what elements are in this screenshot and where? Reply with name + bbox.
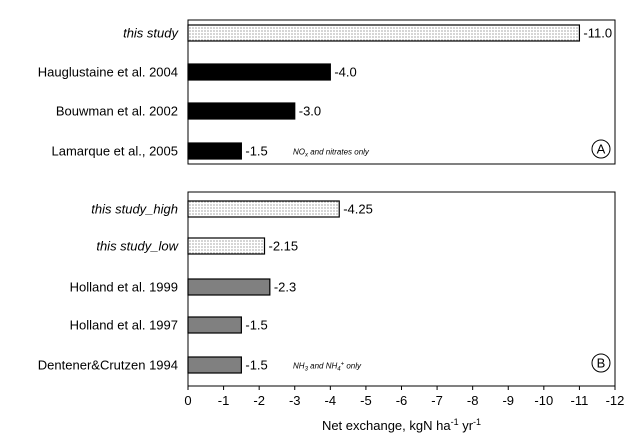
category-label: Hauglustaine et al. 2004 xyxy=(38,65,178,80)
panel-b-note: NH3 and NH4+ only xyxy=(293,362,362,373)
panel-letter: B xyxy=(597,356,606,371)
x-tick-label: -8 xyxy=(467,393,479,408)
category-label: Holland et al. 1999 xyxy=(70,280,178,295)
x-tick-label: -1 xyxy=(218,393,230,408)
bar-value-label: -4.25 xyxy=(343,202,373,217)
bar-value-label: -1.5 xyxy=(245,358,267,373)
panel-letter-circle xyxy=(591,353,611,373)
category-label: Dentener&Crutzen 1994 xyxy=(38,358,178,373)
category-label: this study xyxy=(123,26,179,41)
x-tick-label: -12 xyxy=(606,393,625,408)
category-label: this study_high xyxy=(91,202,178,217)
x-tick-label: -11 xyxy=(571,393,589,408)
bar-value-label: -1.5 xyxy=(245,318,267,333)
bar xyxy=(187,237,266,255)
panel-letter: A xyxy=(597,142,606,157)
category-label: Holland et al. 1997 xyxy=(70,318,178,333)
bar xyxy=(187,142,242,160)
x-tick-label: -3 xyxy=(289,393,301,408)
bar-value-label: -11.0 xyxy=(583,26,612,41)
bar xyxy=(187,102,296,120)
x-tick-label: -9 xyxy=(502,393,514,408)
bar xyxy=(187,278,271,296)
panel-a-note: NOx and nitrates only xyxy=(293,148,370,159)
x-tick-label: -4 xyxy=(325,393,337,408)
x-tick-label: -6 xyxy=(396,393,408,408)
panel-a-frame xyxy=(187,19,616,165)
category-label: Bouwman et al. 2002 xyxy=(56,104,178,119)
bar xyxy=(187,63,331,81)
x-tick-label: 0 xyxy=(184,393,191,408)
bar xyxy=(187,316,242,334)
x-tick-label: -7 xyxy=(431,393,443,408)
bar-value-label: -3.0 xyxy=(299,104,321,119)
panel-letter-circle xyxy=(591,139,611,159)
bar-value-label: -1.5 xyxy=(245,144,267,159)
bar-value-label: -2.15 xyxy=(269,239,299,254)
x-tick-label: -5 xyxy=(360,393,372,408)
x-tick-label: -10 xyxy=(534,393,553,408)
bar-value-label: -4.0 xyxy=(334,65,356,80)
bar-value-label: -2.3 xyxy=(274,280,296,295)
x-tick-label: -2 xyxy=(253,393,265,408)
category-label: this study_low xyxy=(96,239,179,254)
bar xyxy=(187,356,242,374)
x-axis-title: Net exchange, kgN ha-1 yr-1 xyxy=(322,417,481,433)
category-label: Lamarque et al., 2005 xyxy=(52,144,178,159)
bar xyxy=(187,24,581,42)
bar xyxy=(187,200,340,218)
